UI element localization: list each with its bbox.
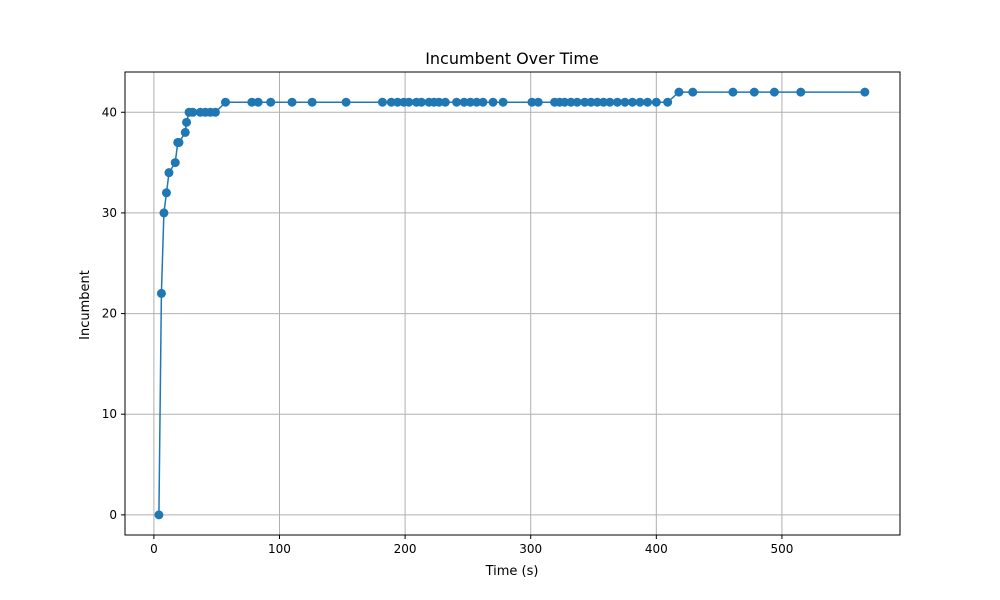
data-point xyxy=(156,288,166,298)
data-point xyxy=(498,97,508,107)
data-point xyxy=(377,97,387,107)
data-point xyxy=(266,97,276,107)
data-point xyxy=(651,97,661,107)
data-point xyxy=(674,87,684,97)
data-point xyxy=(220,97,230,107)
series-layer xyxy=(154,87,870,520)
data-point xyxy=(586,97,596,107)
data-point xyxy=(180,127,190,137)
data-point xyxy=(643,97,653,107)
data-point xyxy=(465,97,475,107)
data-point xyxy=(612,97,622,107)
data-point xyxy=(560,97,570,107)
x-tick-label: 200 xyxy=(394,542,417,556)
data-point xyxy=(728,87,738,97)
grid-layer xyxy=(125,72,900,535)
data-point xyxy=(566,97,576,107)
data-point xyxy=(599,97,609,107)
y-tick-label: 30 xyxy=(102,206,117,220)
data-point xyxy=(440,97,450,107)
x-axis-label: Time (s) xyxy=(485,564,539,579)
x-tick-label: 300 xyxy=(519,542,542,556)
data-point xyxy=(580,97,590,107)
series-line xyxy=(158,91,865,515)
y-axis-label: Incumbent xyxy=(78,270,93,340)
data-point xyxy=(416,97,426,107)
chart-title: Incumbent Over Time xyxy=(425,49,599,68)
data-point xyxy=(188,107,198,117)
data-point xyxy=(605,97,615,107)
x-tick-label: 100 xyxy=(268,542,291,556)
data-point xyxy=(620,97,630,107)
y-tick-label: 40 xyxy=(102,105,117,119)
y-tick-label: 0 xyxy=(109,508,117,522)
data-point xyxy=(860,87,870,97)
y-tick-label: 10 xyxy=(102,407,117,421)
data-point xyxy=(472,97,482,107)
data-point xyxy=(159,208,169,218)
data-point xyxy=(769,87,779,97)
data-point xyxy=(386,97,396,107)
data-point xyxy=(478,97,488,107)
data-point xyxy=(572,97,582,107)
data-point xyxy=(459,97,469,107)
data-point xyxy=(164,168,174,178)
data-point xyxy=(161,188,171,198)
axes-frame xyxy=(124,71,901,536)
data-point xyxy=(749,87,759,97)
data-point xyxy=(341,97,351,107)
data-point xyxy=(174,137,184,147)
data-point xyxy=(247,97,257,107)
data-point xyxy=(434,97,444,107)
data-point xyxy=(393,97,403,107)
data-point xyxy=(210,107,220,117)
data-point xyxy=(404,97,414,107)
data-point xyxy=(592,97,602,107)
data-point xyxy=(635,97,645,107)
x-tick-label: 0 xyxy=(150,542,158,556)
y-tick-label: 20 xyxy=(102,307,117,321)
data-point xyxy=(663,97,673,107)
data-point xyxy=(154,510,164,520)
data-point xyxy=(488,97,498,107)
data-point xyxy=(527,97,537,107)
data-point xyxy=(627,97,637,107)
data-point xyxy=(182,117,192,127)
data-point xyxy=(796,87,806,97)
data-point xyxy=(170,158,180,168)
x-tick-label: 400 xyxy=(645,542,668,556)
tick-layer: 0 100 200 300 400 500 0 10 20 30 40 xyxy=(102,105,794,556)
data-point xyxy=(688,87,698,97)
data-point xyxy=(452,97,462,107)
data-point xyxy=(253,97,263,107)
data-point xyxy=(287,97,297,107)
data-point xyxy=(307,97,317,107)
data-point xyxy=(533,97,543,107)
x-tick-label: 500 xyxy=(770,542,793,556)
